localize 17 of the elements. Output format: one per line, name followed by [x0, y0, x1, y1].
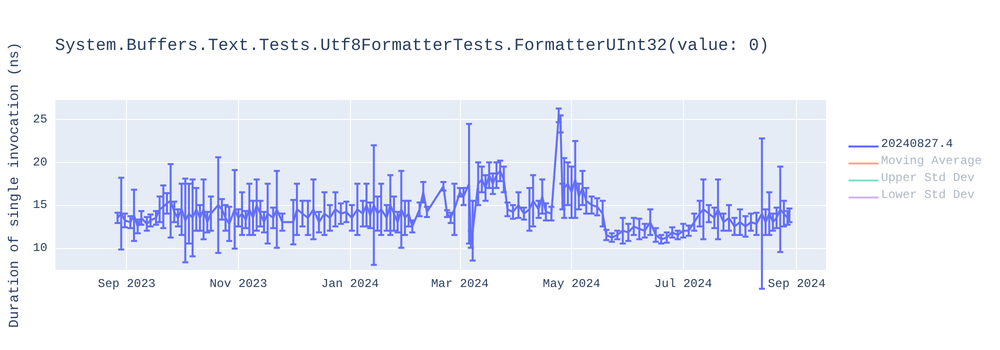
- y-tick-label: 20: [32, 155, 48, 170]
- x-tick-label: Sep 2023: [98, 277, 156, 291]
- x-tick-label: May 2024: [542, 277, 600, 291]
- y-axis-title: Duration of single invocation (ns): [7, 42, 23, 328]
- x-tick-label: Sep 2024: [768, 277, 826, 291]
- legend-label: 20240827.4: [881, 137, 954, 151]
- y-tick-label: 10: [32, 240, 48, 255]
- x-tick-label: Jul 2024: [654, 277, 712, 291]
- legend-label: Upper Std Dev: [881, 171, 975, 185]
- x-tick-label: Jan 2024: [321, 277, 379, 291]
- y-tick-label: 15: [32, 198, 48, 212]
- y-tick-label: 25: [32, 112, 48, 127]
- legend-label: Moving Average: [881, 154, 982, 168]
- x-tick-label: Nov 2023: [210, 277, 268, 291]
- legend-label: Lower Std Dev: [881, 188, 975, 202]
- x-tick-label: Mar 2024: [431, 277, 489, 291]
- chart-title: System.Buffers.Text.Tests.Utf8FormatterTests.FormatterUInt32(value: 0): [55, 37, 770, 56]
